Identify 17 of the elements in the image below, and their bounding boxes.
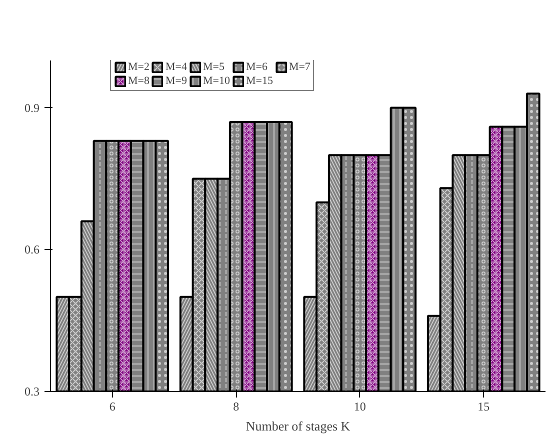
legend-label: M=9 xyxy=(165,75,187,87)
legend-label: M=8 xyxy=(128,75,150,87)
legend-label: M=4 xyxy=(165,61,187,73)
y-tick-label: 0.9 xyxy=(24,100,40,115)
x-tick-label: 15 xyxy=(478,400,490,414)
legend-label: M=10 xyxy=(202,75,230,87)
x-tick-label: 6 xyxy=(109,400,116,414)
x-tick-label: 10 xyxy=(354,400,366,414)
y-tick-label: 0.6 xyxy=(24,242,40,257)
legend-label: M=5 xyxy=(202,61,224,73)
legend-label: M=15 xyxy=(246,75,273,87)
legend-label: M=7 xyxy=(288,61,310,73)
legend-label: M=6 xyxy=(246,61,268,73)
x-tick-label: 8 xyxy=(233,400,240,414)
y-tick-label: 0.3 xyxy=(24,384,40,398)
legend-label: M=2 xyxy=(128,61,150,73)
x-axis-title: Number of stages K xyxy=(246,418,351,434)
